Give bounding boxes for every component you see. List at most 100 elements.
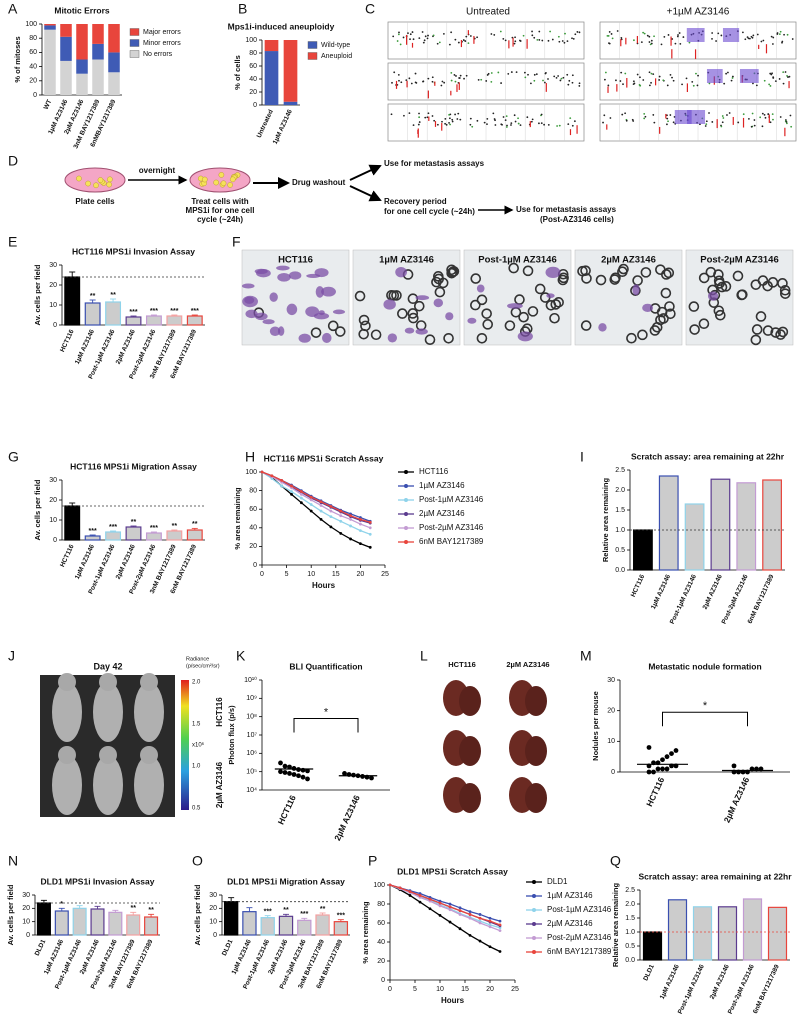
- genome-dot: [763, 79, 766, 82]
- genome-dot: [405, 79, 408, 81]
- y-tick-label: 20: [249, 89, 257, 96]
- row-label: HCT116: [215, 697, 224, 727]
- point: [280, 484, 284, 488]
- mice: [52, 673, 164, 815]
- legend-marker: [532, 936, 536, 940]
- legend-label: Minor errors: [143, 40, 181, 47]
- point: [280, 478, 284, 482]
- point: [468, 910, 472, 913]
- point: [488, 945, 492, 949]
- gain-segment: [722, 28, 740, 42]
- bar-segment: [92, 59, 104, 95]
- point: [290, 484, 293, 488]
- genome-dot: [527, 73, 529, 76]
- y-tick-label: 0: [381, 977, 385, 984]
- pore: [705, 266, 717, 278]
- genome-dot: [666, 84, 669, 87]
- y-tick-label: 10: [22, 919, 30, 926]
- pore: [334, 326, 346, 337]
- significance: **: [148, 907, 154, 914]
- y-tick-label: 10¹⁰: [244, 676, 257, 684]
- genome-dot: [566, 73, 569, 76]
- copy-segment: [732, 116, 734, 125]
- point: [368, 526, 372, 530]
- pore: [732, 270, 744, 282]
- point: [478, 913, 482, 916]
- genome-dot: [620, 71, 623, 74]
- point: [349, 518, 352, 521]
- genome-dot: [531, 30, 533, 33]
- genome-dot: [652, 73, 655, 76]
- genome-dot: [486, 117, 489, 120]
- point: [478, 916, 482, 920]
- stained-cell: [269, 326, 281, 336]
- legend-marker: [404, 540, 408, 544]
- pore: [527, 306, 539, 317]
- genome-dot: [642, 79, 645, 81]
- genome-dot: [662, 79, 665, 82]
- genome-dot: [779, 116, 782, 118]
- y-tick-label: 20: [49, 282, 57, 289]
- genome-dot: [632, 83, 635, 86]
- point: [270, 474, 274, 478]
- genome-dot: [562, 76, 565, 79]
- genome-dot: [619, 80, 622, 82]
- genome-dot: [421, 31, 424, 33]
- stained-cell: [507, 303, 523, 309]
- dish: [64, 167, 126, 193]
- x-tick-label: 1µM AZ3146: [74, 328, 96, 365]
- stained-cell: [242, 295, 258, 308]
- pore: [716, 281, 728, 293]
- x-tick-label: 2µM AZ3146: [115, 328, 137, 365]
- point: [290, 492, 293, 496]
- y-axis-label: Relative area remaining: [601, 477, 610, 562]
- y-tick-label: 40: [377, 939, 385, 946]
- x-tick-label: Post-1µM AZ3146: [669, 573, 698, 625]
- genome-dot: [448, 117, 451, 120]
- copy-segment: [441, 123, 443, 131]
- genome-dot: [408, 77, 411, 80]
- bar: [105, 301, 122, 326]
- pore: [550, 299, 562, 310]
- y-axis-label: Av. cells per field: [33, 264, 42, 325]
- stained-cell: [517, 331, 533, 342]
- point: [368, 520, 372, 524]
- genome-dot: [396, 40, 399, 42]
- point: [319, 509, 323, 513]
- genome-dot: [666, 114, 668, 117]
- genome-dot: [560, 77, 563, 80]
- legend-label: Aneuploid: [321, 53, 352, 60]
- genome-dot: [549, 30, 552, 33]
- x-tick-label: Post-2µM AZ3146: [727, 963, 756, 1015]
- y-axis-label: % of cells: [233, 55, 242, 90]
- genome-dot: [571, 81, 574, 84]
- genome-dot: [477, 78, 480, 81]
- panel-letter: N: [8, 853, 18, 869]
- bar: [64, 505, 81, 541]
- genome-dot: [746, 36, 749, 38]
- genome-dot: [483, 121, 486, 124]
- pore: [481, 308, 492, 319]
- stained-cell: [545, 266, 561, 278]
- genome-dot: [768, 83, 771, 86]
- genome-dot: [438, 41, 441, 44]
- pore: [762, 325, 774, 336]
- point: [342, 771, 347, 776]
- point: [468, 916, 472, 920]
- legend-marker: [532, 922, 536, 926]
- pore: [476, 332, 488, 344]
- point: [300, 774, 306, 780]
- y-tick-label: 2.0: [615, 487, 625, 494]
- step-text: Use for metastasis assays: [384, 159, 485, 168]
- y-tick-label: 20: [209, 905, 217, 912]
- genome-dot: [407, 32, 409, 35]
- significance: ***: [150, 308, 158, 315]
- step-text: (Post-AZ3146 cells): [540, 215, 614, 224]
- x-tick-label: 1µM AZ3146: [74, 543, 96, 580]
- bar: [710, 478, 731, 571]
- genome-dot: [771, 43, 774, 45]
- y-tick-label: 60: [249, 63, 257, 70]
- y-tick-label: 100: [245, 37, 257, 44]
- point: [448, 905, 452, 909]
- genome-dot: [557, 75, 560, 77]
